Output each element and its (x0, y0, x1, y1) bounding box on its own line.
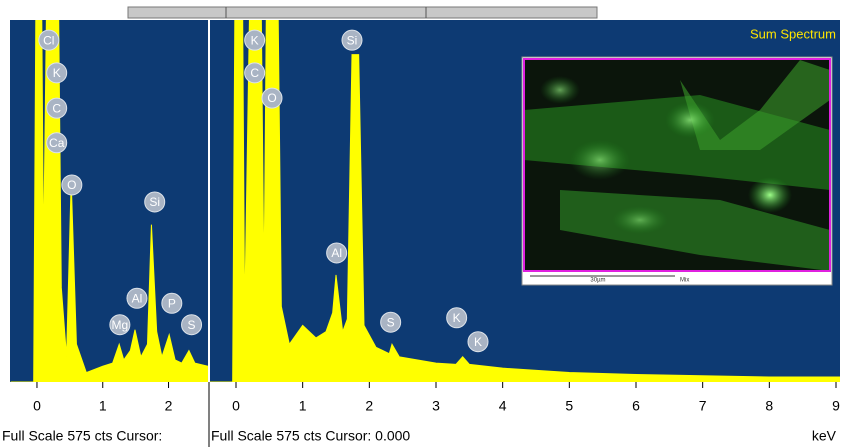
peak-label: Mg (112, 318, 129, 332)
peak-label: Al (132, 291, 143, 305)
x-tick-label: 8 (765, 398, 773, 414)
scale-label: 30µm (590, 278, 605, 284)
peak-marker (467, 331, 489, 353)
peak-marker (144, 191, 166, 213)
peak-label: Si (347, 33, 358, 47)
peak-label: Al (331, 246, 342, 260)
peak-marker (244, 29, 266, 51)
x-tick-label: 1 (99, 398, 107, 414)
footer: Full Scale 575 cts Cursor: (2, 428, 162, 444)
x-tick-label: 7 (699, 398, 707, 414)
x-tick-label: 4 (499, 398, 507, 414)
peak-marker (326, 242, 348, 264)
chart-title: Sum Spectrum (750, 26, 836, 41)
peak-marker (261, 87, 283, 109)
peak-marker (38, 29, 60, 51)
peak-label: O (267, 91, 276, 105)
peak-label: S (188, 318, 196, 332)
x-tick-label: 5 (565, 398, 573, 414)
peak-label: C (250, 66, 259, 80)
x-tick-label: 3 (432, 398, 440, 414)
peak-marker (161, 292, 183, 314)
channel-label: Mix (680, 278, 689, 284)
peak-marker (46, 97, 68, 119)
x-tick-label: 0 (232, 398, 240, 414)
peak-marker (126, 287, 148, 309)
peak-label: Cl (43, 33, 54, 47)
inset-image: 30µm Mix (521, 56, 833, 286)
peak-marker (380, 311, 402, 333)
x-tick-label: 9 (832, 398, 840, 414)
x-tick-label: 0 (33, 398, 41, 414)
x-axis-unit: keV (812, 428, 837, 444)
peak-label: K (453, 311, 461, 325)
spectrum-area (10, 20, 208, 382)
peak-marker (244, 62, 266, 84)
peak-marker (46, 132, 68, 154)
peak-marker (46, 62, 68, 84)
peak-marker (446, 307, 468, 329)
footer: Full Scale 575 cts Cursor: 0.000 (211, 428, 410, 444)
peak-label: S (387, 315, 395, 329)
x-tick-label: 2 (165, 398, 173, 414)
peak-marker (181, 314, 203, 336)
peak-marker (341, 29, 363, 51)
peak-label: P (168, 296, 176, 310)
peak-label: K (53, 66, 61, 80)
peak-label: O (67, 178, 76, 192)
peak-label: K (474, 335, 482, 349)
spectrum-area (210, 20, 840, 382)
x-tick-label: 2 (365, 398, 373, 414)
peak-label: K (251, 33, 259, 47)
peak-label: Ca (49, 136, 65, 150)
x-tick-label: 1 (299, 398, 307, 414)
peak-label: C (52, 101, 61, 115)
x-tick-label: 6 (632, 398, 640, 414)
toolbar (127, 6, 598, 19)
peak-marker (61, 174, 83, 196)
peak-marker (109, 314, 131, 336)
peak-label: Si (149, 195, 160, 209)
